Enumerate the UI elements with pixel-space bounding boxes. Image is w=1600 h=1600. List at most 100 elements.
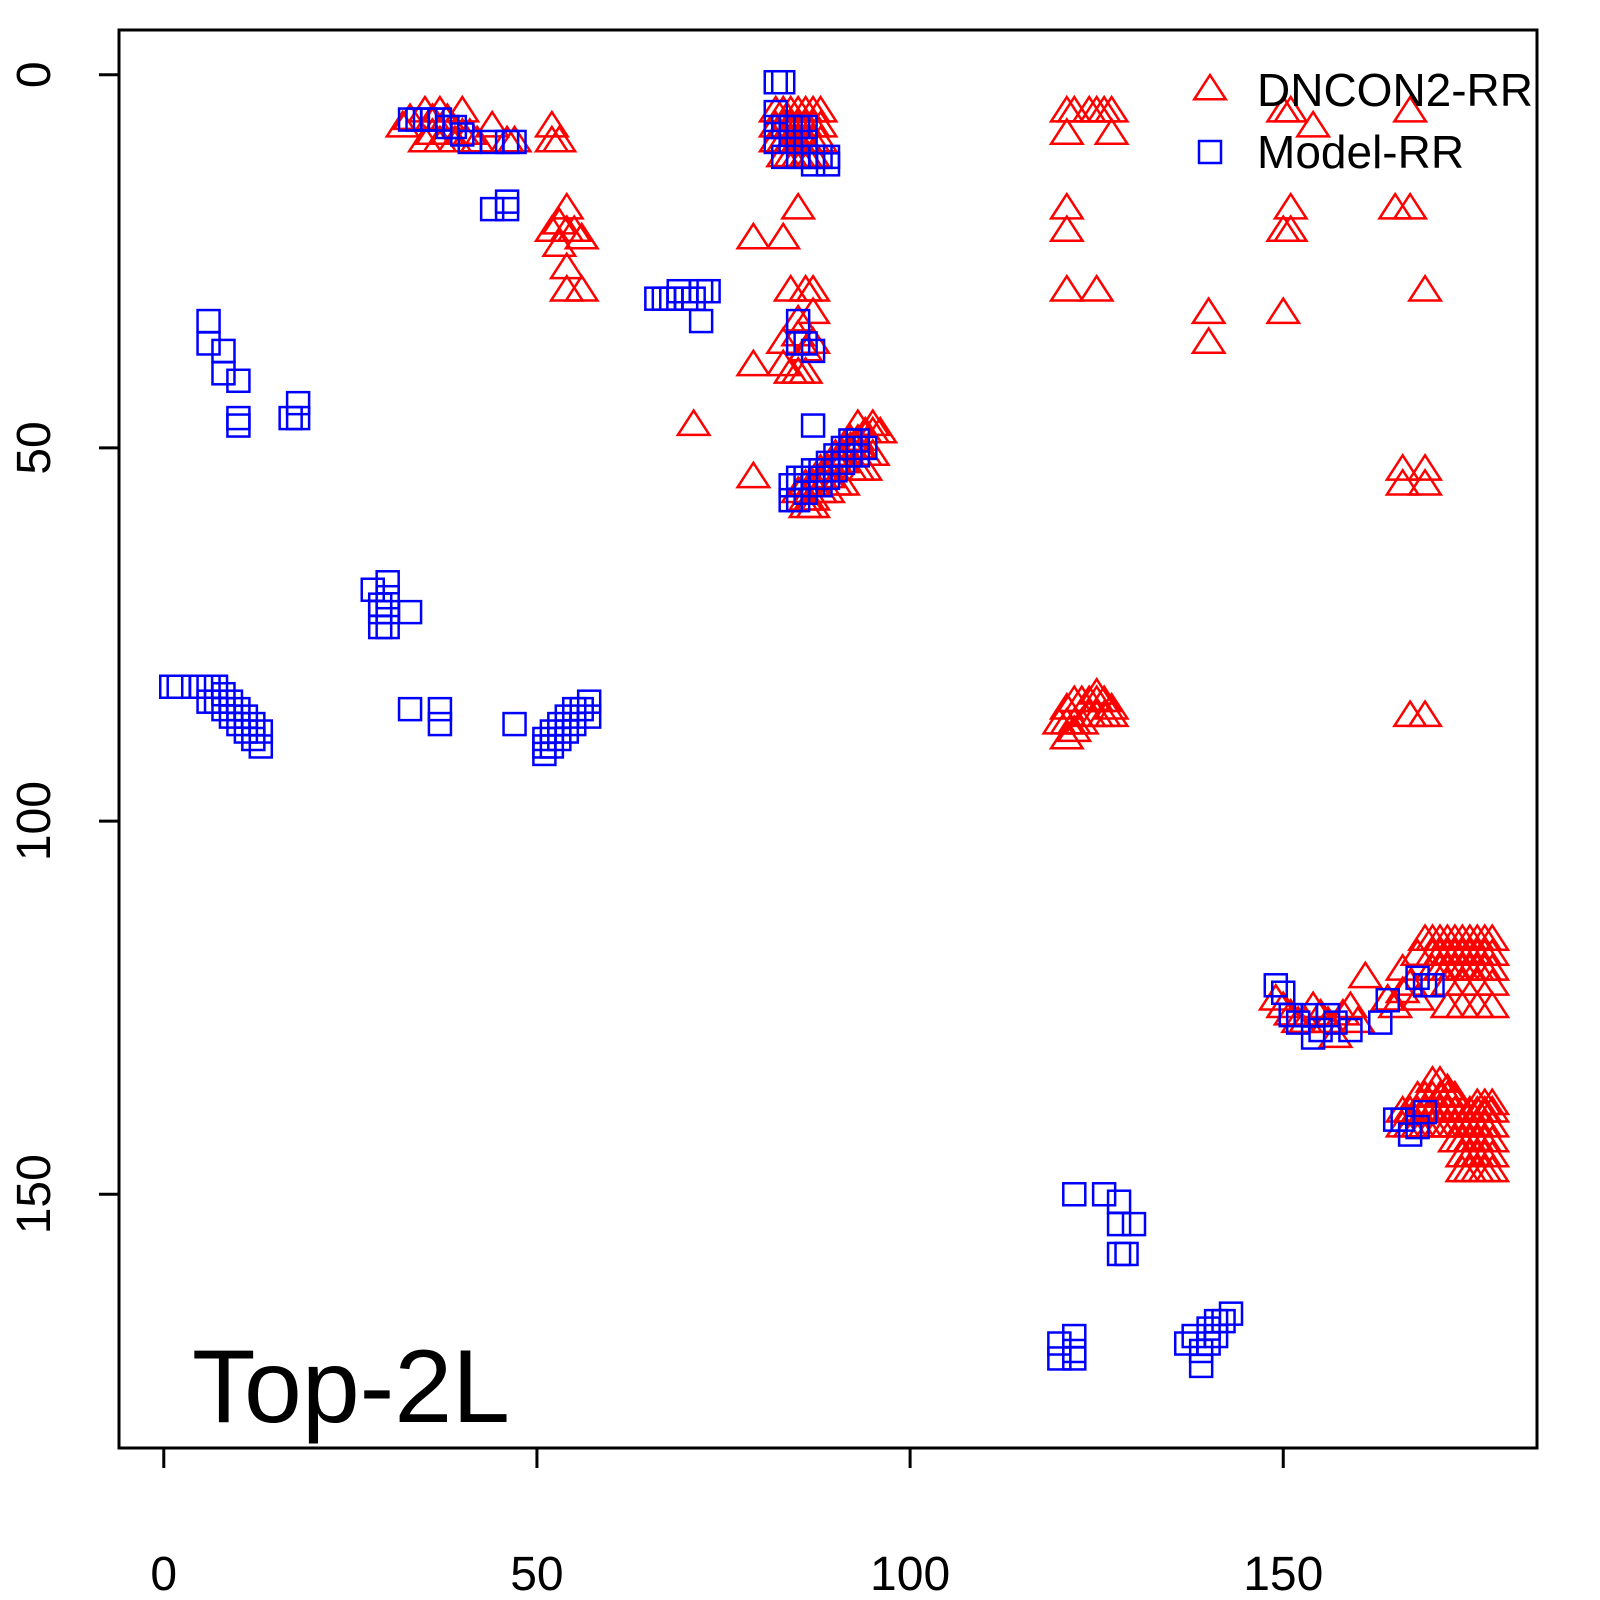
model-rr-point bbox=[1047, 1331, 1072, 1356]
model-rr-point bbox=[375, 570, 400, 595]
model-rr-point bbox=[248, 719, 274, 744]
dncon2-rr-point bbox=[496, 124, 533, 153]
model-rr-point bbox=[1211, 1308, 1236, 1334]
model-rr-point bbox=[1420, 973, 1445, 998]
dncon2-rr-point bbox=[1265, 296, 1302, 325]
dncon2-rr-point bbox=[1295, 109, 1332, 138]
model-rr-point bbox=[1196, 1316, 1221, 1341]
model-rr-point bbox=[442, 114, 468, 140]
dncon2-rr-point bbox=[780, 191, 817, 220]
model-rr-point bbox=[1405, 965, 1430, 991]
dncon2-rr-point bbox=[459, 124, 496, 153]
model-rr-point bbox=[845, 443, 871, 468]
model-rr-point bbox=[1091, 1182, 1117, 1207]
dncon2-rr-point bbox=[1392, 191, 1429, 220]
model-rr-point bbox=[547, 711, 572, 737]
model-rr-point bbox=[211, 361, 236, 386]
model-rr-point bbox=[576, 704, 602, 729]
dncon2-rr-point bbox=[1093, 699, 1130, 728]
dncon2-rr-point bbox=[1093, 117, 1130, 146]
dncon2-rr-point bbox=[1407, 453, 1444, 481]
x-tick-label: 150 bbox=[1243, 1548, 1323, 1600]
model-rr-point bbox=[285, 390, 311, 416]
model-rr-point bbox=[1114, 1241, 1139, 1267]
dncon2-rr-point bbox=[735, 348, 772, 377]
dncon2-rr-point bbox=[735, 221, 772, 250]
legend-label: DNCON2-RR bbox=[1257, 64, 1533, 116]
model-rr-point bbox=[1106, 1211, 1132, 1237]
dncon2-rr-point bbox=[1421, 1065, 1459, 1093]
legend-label: Model-RR bbox=[1257, 126, 1464, 178]
dncon2-rr-point bbox=[1474, 1154, 1511, 1183]
model-rr-point bbox=[397, 696, 423, 722]
dncon2-rr-point bbox=[1407, 467, 1444, 496]
x-tick-label: 0 bbox=[150, 1548, 177, 1600]
model-rr-point bbox=[800, 338, 826, 364]
series-dncon2-rr bbox=[384, 94, 1511, 1183]
model-rr-point bbox=[770, 69, 796, 95]
dncon2-rr-point bbox=[563, 221, 600, 250]
model-rr-point bbox=[562, 711, 587, 737]
x-tick-label: 50 bbox=[510, 1548, 563, 1600]
legend-square-marker bbox=[1197, 139, 1223, 165]
panel-label: Top-2L bbox=[192, 1329, 510, 1445]
dncon2-rr-point bbox=[563, 273, 600, 302]
dncon2-rr-point bbox=[1407, 699, 1444, 728]
model-rr-point bbox=[375, 614, 400, 640]
model-rr-point bbox=[278, 405, 303, 431]
model-rr-point bbox=[427, 711, 453, 737]
model-rr-point bbox=[1300, 1025, 1326, 1050]
dncon2-rr-point bbox=[1474, 953, 1511, 981]
model-rr-point bbox=[233, 719, 259, 744]
model-rr-point bbox=[241, 726, 266, 752]
dncon2-rr-point bbox=[474, 109, 511, 138]
model-rr-point bbox=[196, 689, 221, 714]
model-rr-point bbox=[696, 278, 721, 304]
dncon2-rr-point bbox=[1347, 960, 1384, 989]
dncon2-rr-point bbox=[1429, 1072, 1466, 1101]
model-rr-point bbox=[1412, 1099, 1438, 1125]
dncon2-rr-point bbox=[675, 408, 712, 437]
dncon2-rr-point bbox=[1377, 990, 1414, 1019]
model-rr-point bbox=[576, 689, 602, 714]
model-rr-point bbox=[1308, 1017, 1333, 1043]
model-rr-point bbox=[800, 413, 826, 438]
dncon2-rr-point bbox=[1384, 453, 1421, 481]
model-rr-point bbox=[1278, 1002, 1303, 1028]
dncon2-rr-point bbox=[1048, 721, 1085, 750]
model-rr-point bbox=[1203, 1323, 1229, 1349]
dncon2-rr-point bbox=[1048, 273, 1085, 302]
model-rr-point bbox=[793, 114, 818, 140]
dncon2-rr-point bbox=[1272, 94, 1309, 123]
dncon2-rr-point bbox=[1384, 467, 1421, 496]
x-tick-label: 100 bbox=[870, 1548, 950, 1600]
dncon2-rr-point bbox=[787, 356, 824, 384]
legend-item: DNCON2-RR bbox=[1191, 64, 1533, 116]
model-rr-point bbox=[226, 413, 251, 438]
dncon2-rr-point bbox=[1369, 982, 1406, 1011]
dncon2-rr-point bbox=[1048, 214, 1085, 243]
model-rr-point bbox=[1062, 1346, 1087, 1371]
model-rr-point bbox=[196, 331, 221, 356]
dncon2-rr-point bbox=[1093, 691, 1130, 720]
model-rr-point bbox=[688, 308, 714, 334]
dncon2-rr-point bbox=[1272, 214, 1309, 243]
series-model-rr bbox=[158, 69, 1445, 1379]
model-rr-point bbox=[1315, 1002, 1341, 1028]
dncon2-rr-point bbox=[854, 408, 891, 437]
y-tick-label: 150 bbox=[8, 1154, 61, 1234]
y-axis: 0 50 100 150 bbox=[8, 61, 121, 1234]
dncon2-rr-point bbox=[1474, 990, 1511, 1019]
dncon2-rr-point bbox=[541, 229, 578, 257]
dncon2-rr-point bbox=[1190, 296, 1227, 325]
model-rr-point bbox=[1121, 1211, 1147, 1237]
model-rr-point bbox=[569, 696, 594, 722]
y-tick-label: 100 bbox=[8, 781, 61, 861]
model-rr-point bbox=[1062, 1182, 1087, 1207]
model-rr-point bbox=[494, 189, 520, 214]
model-rr-point bbox=[800, 152, 826, 177]
dncon2-rr-point bbox=[541, 124, 578, 153]
dncon2-rr-point bbox=[735, 460, 772, 489]
model-rr-point bbox=[1263, 973, 1289, 998]
